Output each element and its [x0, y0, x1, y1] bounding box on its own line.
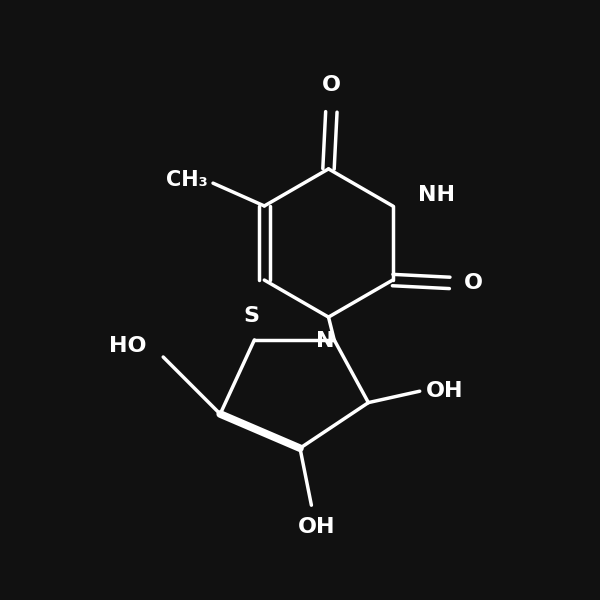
Text: N: N	[316, 331, 335, 352]
Text: NH: NH	[418, 185, 455, 205]
Text: OH: OH	[425, 381, 463, 401]
Text: OH: OH	[298, 517, 336, 536]
Text: HO: HO	[109, 335, 146, 356]
Text: O: O	[464, 273, 483, 293]
Text: CH₃: CH₃	[166, 170, 208, 190]
Text: S: S	[244, 305, 260, 326]
Text: O: O	[322, 75, 341, 95]
